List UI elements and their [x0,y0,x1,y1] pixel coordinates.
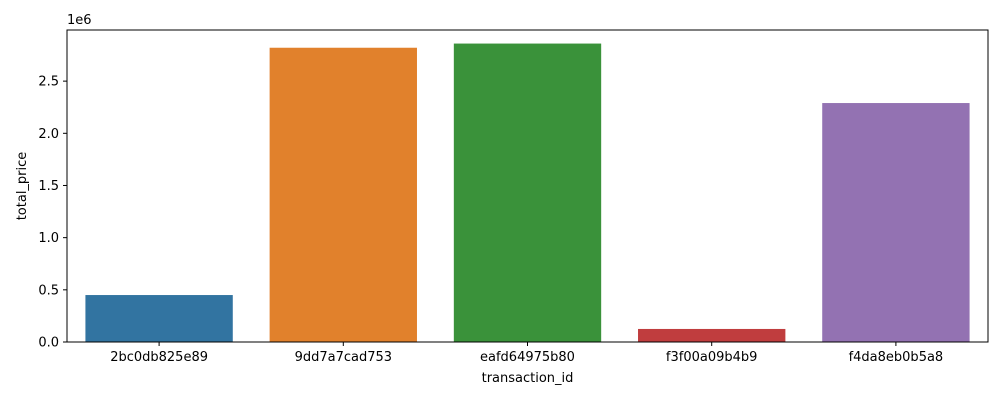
y-offset-text: 1e6 [67,13,92,28]
x-tick-label: 9dd7a7cad753 [295,350,392,365]
x-tick-label: f4da8eb0b5a8 [849,350,944,365]
y-tick-label: 0.0 [38,336,59,351]
y-tick-label: 2.5 [38,75,59,90]
bar-eafd64975b80 [453,43,602,342]
bar-f4da8eb0b5a8 [822,103,970,342]
x-axis-ticks: 2bc0db825e89 9dd7a7cad753 eafd64975b80 f3f0… [110,342,943,365]
plot-frame [66,29,989,343]
bar-2bc0db825e89 [85,295,233,342]
x-tick-label: eafd64975b80 [480,350,575,365]
y-tick-label: 1.5 [38,179,59,194]
y-tick-label: 0.5 [38,283,59,298]
bar-9dd7a7cad753 [269,47,417,342]
x-axis-label: transaction_id [482,371,574,386]
y-axis-label: total_price [15,152,30,221]
x-tick-label: 2bc0db825e89 [110,350,208,365]
y-axis-ticks: 0.0 0.5 1.0 1.5 2.0 2.5 [38,75,67,351]
y-tick-label: 2.0 [38,127,59,142]
y-tick-label: 1.0 [38,231,59,246]
bars-group [85,43,970,342]
bar-f3f00a09b4b9 [638,328,786,342]
x-tick-label: f3f00a09b4b9 [666,350,758,365]
